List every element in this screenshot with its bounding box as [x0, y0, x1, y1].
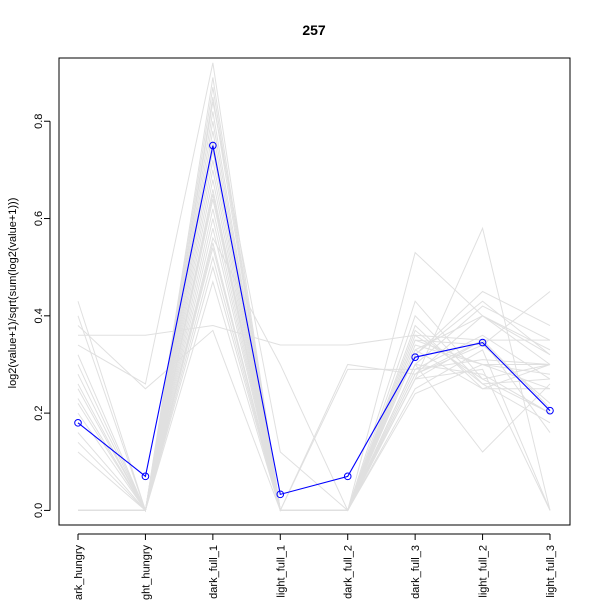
x-tick-label: dark_full_2 [343, 545, 355, 599]
y-tick-label: 0.4 [33, 308, 45, 323]
x-tick-label: light_full_2 [478, 545, 490, 598]
x-tick-label: ark_hungry [73, 545, 85, 600]
background-series-line [78, 194, 551, 512]
background-series-line [78, 140, 551, 511]
y-tick-label: 0.2 [33, 405, 45, 420]
background-series-line [78, 247, 551, 511]
background-series-line [77, 62, 551, 511]
highlight-series-point [343, 472, 352, 481]
background-series-line [77, 101, 550, 512]
background-series-line [78, 325, 550, 346]
background-series-line [77, 111, 551, 512]
y-tick-label: 0.6 [33, 211, 45, 226]
background-series-line [78, 198, 551, 511]
highlight-series-point [276, 490, 285, 499]
background-series-line [78, 255, 551, 511]
plot-frame [58, 57, 571, 526]
background-series-line [77, 150, 551, 512]
background-series-group [77, 62, 551, 513]
x-tick-label: dark_full_3 [410, 545, 422, 599]
background-series-line [78, 218, 551, 511]
chart-title: 257 [302, 22, 326, 38]
highlight-series-line [77, 145, 551, 496]
highlight-series-point [209, 141, 217, 150]
x-tick-label: light_full_3 [545, 545, 557, 598]
highlight-series-point [141, 472, 150, 481]
y-tick-label: 0.8 [33, 114, 45, 129]
highlight-series-point [74, 419, 82, 427]
y-axis-label: log2(value+1)/sqrt(sum(log2(value+1))) [7, 198, 19, 389]
x-tick-label: light_full_1 [275, 545, 287, 598]
highlight-series-point [411, 353, 419, 361]
background-series-line [77, 121, 551, 512]
background-series-line [77, 77, 551, 513]
x-tick-label: dark_full_1 [208, 545, 220, 599]
y-axis: 0.0 0.2 0.4 0.6 0.8 [33, 114, 51, 518]
background-series-line [78, 236, 551, 512]
x-axis: ark_hungry ght_hungry dark_full_1 light_ful… [73, 533, 557, 600]
y-tick-label: 0.0 [33, 503, 45, 518]
x-tick-label: ght_hungry [140, 545, 152, 600]
highlight-series-group [74, 141, 554, 499]
highlight-series-point [546, 406, 554, 415]
background-series-line [77, 130, 551, 512]
highlight-series-point [478, 338, 487, 347]
